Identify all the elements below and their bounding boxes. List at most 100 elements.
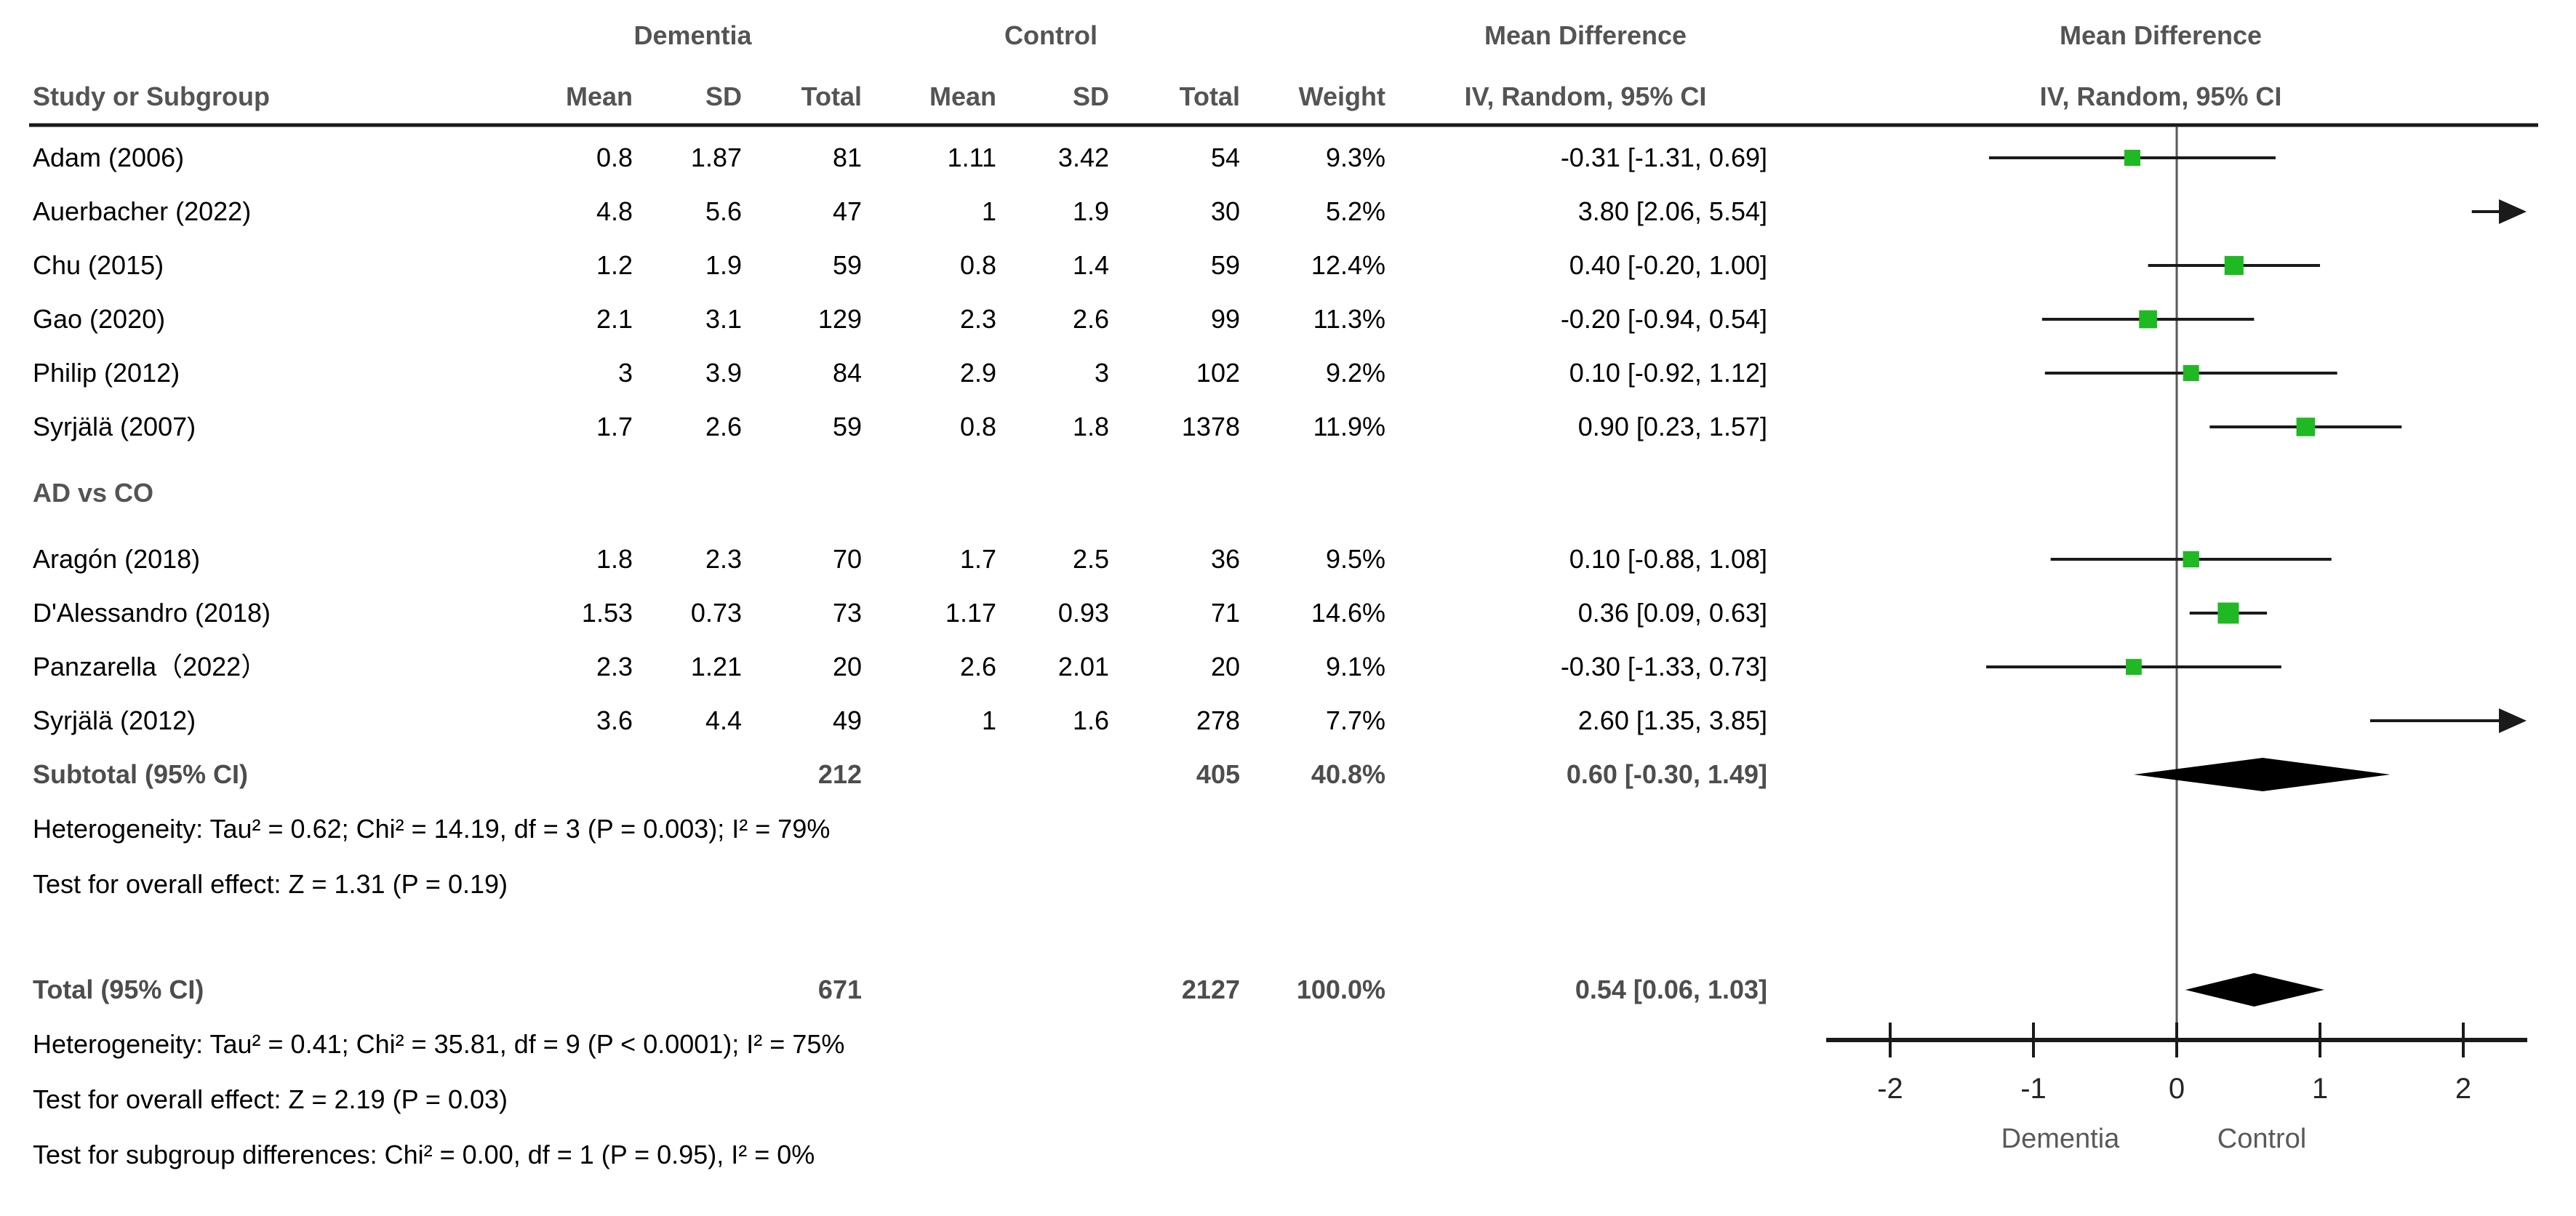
control-mean-header: Mean [929,81,996,111]
cell-control-sd: 0.93 [1057,598,1109,628]
cell-dementia-total: 47 [832,196,862,226]
cell-control-mean: 2.6 [959,652,996,681]
cell-control-mean: 2.3 [959,304,996,334]
cell-dementia-sd: 2.6 [705,412,742,441]
control-group-header: Control [1004,20,1097,50]
effect-marker [2125,659,2142,675]
cell-dementia-sd: 4.4 [705,705,742,735]
cell-control-mean: 0.8 [959,412,996,441]
cell-control-sd: 3 [1094,358,1109,388]
cell-dementia-sd: 0.73 [690,598,742,628]
cell-ci-text: -0.31 [-1.31, 0.69] [1560,143,1767,172]
footnote-text: Test for overall effect: Z = 1.31 (P = 0… [33,869,508,899]
x-axis-tick-label: -2 [1877,1073,1903,1105]
cell-control-mean: 0.8 [959,250,996,280]
cell-weight: 9.5% [1325,544,1385,574]
cell-control-mean: 2.9 [959,358,996,388]
cell-dementia-mean: 1.53 [581,598,633,628]
study-or-subgroup-header: Study or Subgroup [33,81,270,111]
mean-difference-column-header: Mean Difference [1484,20,1687,50]
footnote-text: Test for overall effect: Z = 2.19 (P = 0… [33,1084,508,1114]
study-label: D'Alessandro (2018) [33,598,271,628]
cell-dementia-total: 671 [817,975,862,1004]
cell-control-mean: 1.17 [945,598,996,628]
cell-ci-text: 3.80 [2.06, 5.54] [1577,196,1767,226]
cell-control-total: 102 [1196,358,1240,388]
study-row: Syrjälä (2007) 1.7 2.6 59 0.8 1.8 1378 11.9% 0.9… [0,400,2576,454]
axis-left-label: Dementia [2001,1124,2120,1154]
cell-weight: 11.9% [1313,412,1385,441]
cell-dementia-sd: 3.1 [705,304,742,334]
cell-ci-text: -0.20 [-0.94, 0.54] [1560,304,1767,334]
effect-marker [2183,551,2199,568]
summary-label: Subtotal (95% CI) [33,759,249,789]
cell-weight: 14.6% [1311,598,1385,628]
cell-control-total: 405 [1196,759,1240,789]
weight-header: Weight [1298,81,1385,111]
cell-control-sd: 1.4 [1072,250,1109,280]
cell-control-total: 30 [1210,196,1240,226]
cell-weight: 9.3% [1325,143,1385,172]
cell-dementia-total: 59 [832,250,862,280]
cell-dementia-sd: 1.21 [690,652,742,681]
note-row: Heterogeneity: Tau² = 0.41; Chi² = 35.81… [0,1017,2576,1072]
note-row: Test for overall effect: Z = 2.19 (P = 0… [0,1072,2576,1127]
study-label: Philip (2012) [33,358,180,388]
cell-ci-text: -0.30 [-1.33, 0.73] [1560,652,1767,681]
cell-ci-text: 0.40 [-0.20, 1.00] [1569,250,1767,280]
iv-random-ci-header: IV, Random, 95% CI [1464,81,1707,111]
cell-dementia-sd: 3.9 [705,358,742,388]
cell-control-total: 54 [1210,143,1240,172]
cell-ci-text: 0.10 [-0.88, 1.08] [1569,544,1767,574]
total-row: Total (95% CI) 671 2127 100.0% 0.54 [0.06, 1… [0,963,2576,1017]
dementia-group-header: Dementia [633,20,752,50]
subheader-row: AD vs CO [0,454,2576,532]
study-row: Chu (2015) 1.2 1.9 59 0.8 1.4 59 12.4% 0.40 [-0.… [0,239,2576,292]
note-row: Test for overall effect: Z = 1.31 (P = 0… [0,857,2576,912]
cell-control-mean: 1 [981,705,996,735]
cell-control-sd: 2.6 [1072,304,1109,334]
cell-dementia-sd: 1.9 [705,250,742,280]
cell-weight: 11.3% [1313,304,1385,334]
study-label: Adam (2006) [33,143,185,172]
control-sd-header: SD [1072,81,1109,111]
cell-weight: 9.2% [1325,358,1385,388]
cell-control-total: 2127 [1181,975,1240,1004]
cell-control-total: 71 [1210,598,1240,628]
plot-iv-random-ci-header: IV, Random, 95% CI [2039,81,2282,111]
cell-control-sd: 3.42 [1057,143,1109,172]
dementia-total-header: Total [801,81,862,111]
cell-dementia-mean: 1.2 [596,250,633,280]
cell-dementia-total: 84 [832,358,862,388]
plot-mean-difference-header: Mean Difference [2059,20,2263,50]
cell-ci-text: 2.60 [1.35, 3.85] [1577,705,1767,735]
cell-control-sd: 1.8 [1072,412,1109,441]
effect-marker [2139,310,2157,329]
cell-weight: 5.2% [1325,196,1385,226]
cell-dementia-total: 81 [832,143,862,172]
study-label: Chu (2015) [33,250,164,280]
cell-ci-text: 0.10 [-0.92, 1.12] [1569,358,1767,388]
cell-dementia-mean: 0.8 [596,143,633,172]
cell-control-mean: 1.11 [947,143,996,172]
cell-control-sd: 1.9 [1072,196,1109,226]
ci-right-arrowhead [2499,708,2527,733]
cell-ci-text: 0.36 [0.09, 0.63] [1577,598,1767,628]
dementia-sd-header: SD [705,81,742,111]
cell-dementia-mean: 1.7 [596,412,633,441]
study-row: Adam (2006) 0.8 1.87 81 1.11 3.42 54 9.3% -0.31 … [0,131,2576,185]
footnote-text: Heterogeneity: Tau² = 0.41; Chi² = 35.81… [33,1029,845,1059]
effect-marker [2183,365,2199,381]
study-row: Gao (2020) 2.1 3.1 129 2.3 2.6 99 11.3% -0.20 [-… [0,292,2576,346]
footnote-text: Heterogeneity: Tau² = 0.62; Chi² = 14.19… [33,814,831,844]
x-axis-tick-label: 0 [2169,1073,2185,1105]
cell-dementia-mean: 2.1 [596,304,633,334]
study-row: Auerbacher (2022) 4.8 5.6 47 1 1.9 30 5.2% 3.80 … [0,185,2576,239]
cell-dementia-sd: 1.87 [690,143,742,172]
cell-weight: 7.7% [1325,705,1385,735]
cell-control-mean: 1 [981,196,996,226]
study-label: Gao (2020) [33,304,166,334]
cell-weight: 9.1% [1325,652,1385,681]
study-label: Syrjälä (2007) [33,412,196,441]
